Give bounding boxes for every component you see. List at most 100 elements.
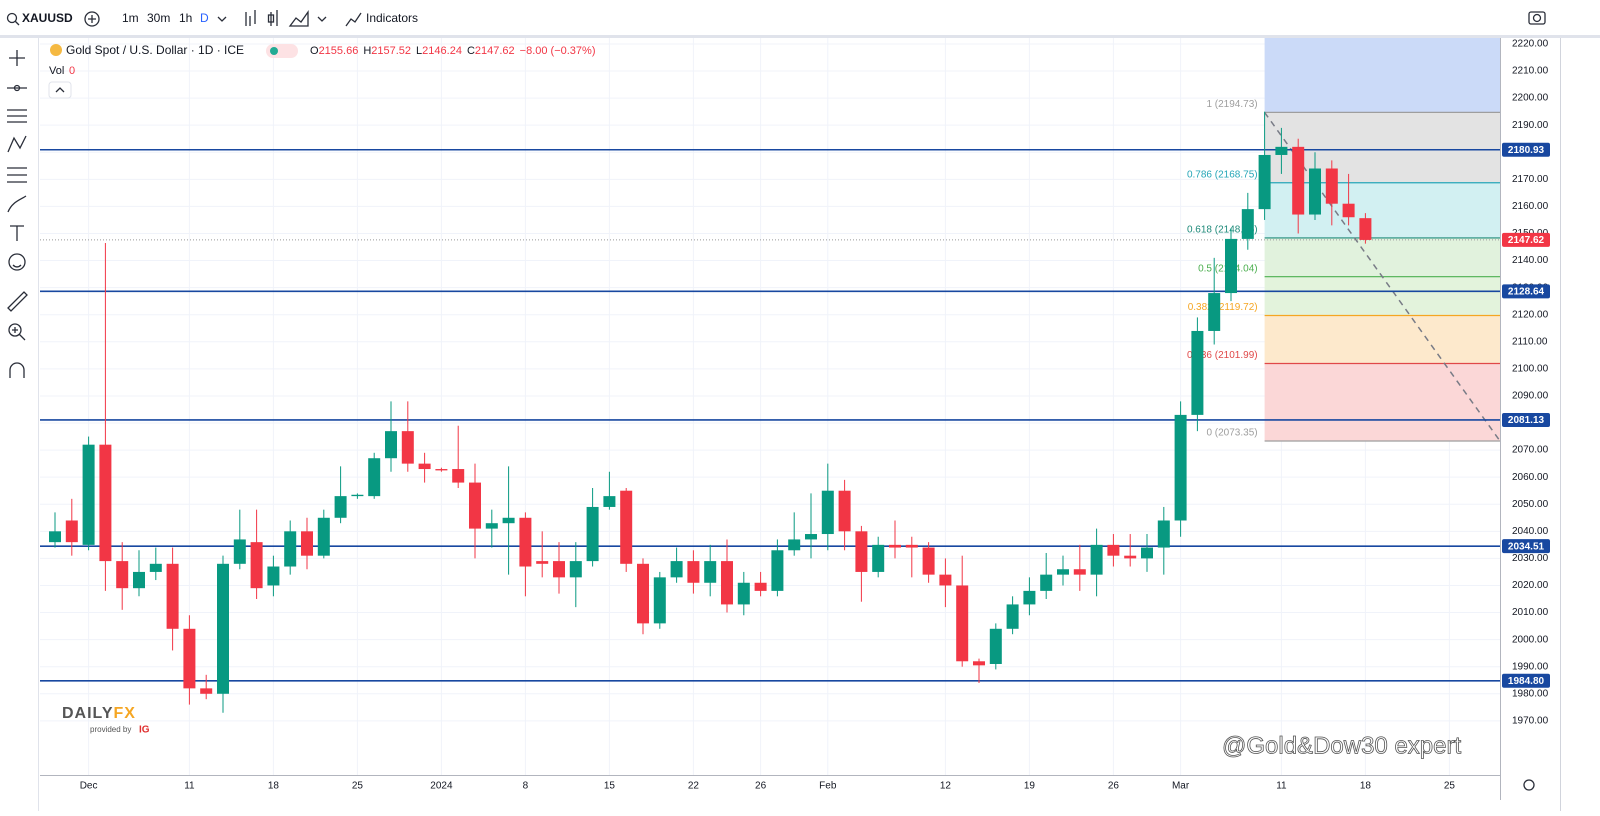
ruler-tool[interactable]	[7, 291, 28, 312]
candle-body	[418, 463, 431, 470]
fib-label: 1 (2194.73)	[1206, 99, 1257, 110]
dropdown[interactable]	[217, 16, 227, 22]
x-tick-label: 25	[352, 781, 364, 792]
y-tick-label: 2010.00	[1512, 607, 1549, 618]
candle-body	[889, 544, 901, 548]
candle-body	[956, 585, 969, 662]
candle-body	[519, 517, 532, 567]
candle-body	[637, 563, 649, 624]
candle-body	[502, 517, 515, 524]
level-price-label: 1984.80	[1508, 676, 1545, 687]
fib-label: 0 (2073.35)	[1206, 428, 1257, 439]
candle-body	[838, 490, 851, 532]
fib-zone	[1264, 363, 1500, 442]
level-price-label: 2034.51	[1508, 541, 1545, 552]
candle-body	[704, 561, 717, 583]
interval[interactable]: 30m	[147, 11, 170, 25]
settings-icon[interactable]	[1523, 779, 1535, 791]
x-tick-label: 26	[755, 781, 767, 792]
dropdown[interactable]	[317, 16, 327, 22]
compare-icon[interactable]	[84, 11, 100, 27]
indicators-button[interactable]: Indicators	[366, 11, 418, 25]
candle-body	[1073, 569, 1086, 575]
watermark-brand: FX	[114, 705, 136, 722]
interval[interactable]: D	[200, 11, 209, 25]
text-tool[interactable]	[10, 225, 24, 241]
indicators-icon[interactable]	[345, 12, 362, 27]
candle-body	[603, 496, 616, 507]
zoom-tool	[12, 327, 26, 341]
candle-body	[368, 458, 381, 497]
y-tick-label: 1980.00	[1512, 688, 1549, 699]
y-tick-label: 2190.00	[1512, 120, 1549, 131]
y-tick-label: 1990.00	[1512, 661, 1549, 672]
candle-body	[653, 577, 666, 624]
compare-icon	[88, 15, 96, 23]
y-tick-label: 2100.00	[1512, 364, 1549, 375]
forecast-tool[interactable]	[7, 167, 27, 183]
search-icon[interactable]	[6, 12, 18, 24]
candle-body	[922, 547, 935, 575]
candle-body	[133, 571, 145, 589]
candle-body	[99, 444, 112, 562]
candle-body	[553, 561, 565, 578]
candle-body	[1258, 154, 1271, 210]
camera-icon[interactable]	[1528, 11, 1546, 25]
level-price-label: 2180.93	[1508, 145, 1545, 156]
y-tick-label: 2060.00	[1512, 472, 1549, 483]
current-price-label: 2147.62	[1508, 235, 1545, 246]
cursor-tool[interactable]	[9, 50, 25, 66]
candle-body	[721, 561, 733, 605]
time-axis	[40, 775, 1500, 811]
emoji-tool[interactable]	[8, 253, 26, 271]
candle-body	[754, 582, 767, 591]
candle-body	[737, 582, 750, 605]
candle-body	[771, 550, 784, 591]
interval[interactable]: 1h	[179, 11, 192, 25]
candle-body	[334, 496, 347, 518]
candle-body	[1006, 604, 1019, 629]
candle-body	[989, 628, 1002, 664]
candle-body	[855, 531, 868, 572]
fib-zone	[1264, 237, 1500, 277]
y-tick-label: 2090.00	[1512, 391, 1549, 402]
bars-icon[interactable]	[245, 10, 256, 26]
candle-body	[1090, 544, 1103, 575]
y-tick-label: 2210.00	[1512, 66, 1549, 77]
price-axis	[1500, 38, 1560, 775]
level-price-tag	[1502, 142, 1550, 157]
candle-body	[469, 482, 481, 529]
search-icon	[14, 20, 20, 26]
pattern-tool[interactable]	[7, 135, 27, 153]
candle-body	[250, 542, 263, 589]
zoom-tool[interactable]	[8, 323, 22, 337]
candle-body	[1174, 414, 1187, 521]
interval[interactable]: 1m	[122, 11, 139, 25]
author-watermark: @Gold&Dow30 expert	[1222, 732, 1461, 759]
candle-body	[1208, 293, 1221, 331]
ohlc-prefix: C	[467, 45, 475, 57]
ohlc-prefix: O	[310, 45, 319, 57]
candle-body	[1057, 569, 1069, 575]
watermark-provided: provided by	[90, 725, 131, 734]
ohlc-value: 2157.52	[371, 45, 411, 57]
level-price-tag	[1502, 284, 1550, 299]
candle-body	[788, 539, 801, 551]
x-tick-label: Mar	[1172, 781, 1190, 792]
candle-body	[452, 469, 465, 483]
candles-icon[interactable]	[270, 10, 278, 26]
y-tick-label: 2200.00	[1512, 93, 1549, 104]
x-tick-label: 19	[1024, 781, 1036, 792]
area-icon[interactable]	[288, 9, 309, 27]
plot-area: 1 (2194.73) 0.786 (2168.75) 0.618 (2148.36…	[40, 38, 1600, 811]
right-margin	[1560, 38, 1600, 811]
symbol[interactable]: XAUUSD	[22, 11, 73, 25]
magnet-tool[interactable]	[9, 362, 25, 378]
x-tick-label: 11	[184, 781, 195, 792]
fib-tool[interactable]	[7, 109, 27, 123]
status-dot	[270, 47, 278, 55]
brush-tool[interactable]	[7, 195, 27, 213]
collapse-button[interactable]	[48, 81, 72, 99]
vol-value: 0	[69, 65, 75, 77]
candle-body	[1275, 146, 1288, 155]
